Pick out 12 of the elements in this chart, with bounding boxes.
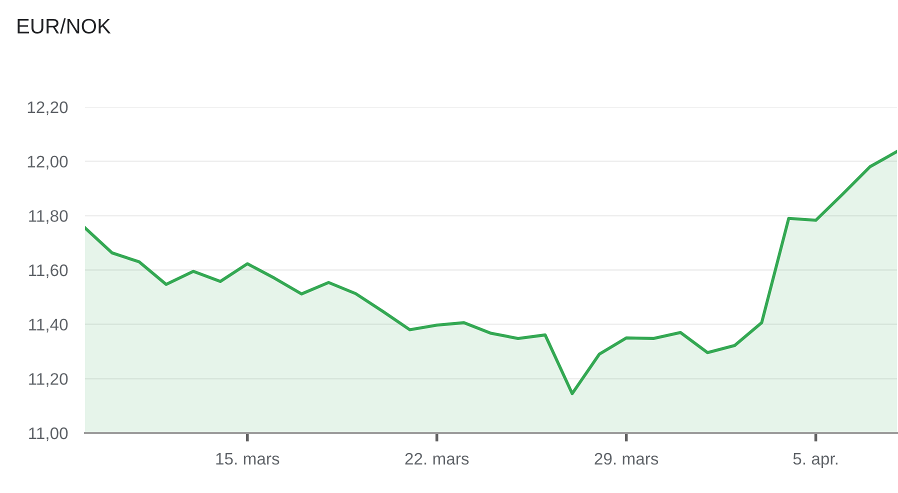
y-tick-label: 12,00 (28, 156, 68, 170)
y-tick-label: 11,80 (29, 210, 68, 224)
y-tick-label: 11,40 (29, 318, 68, 333)
y-tick-label: 11,20 (29, 373, 68, 387)
x-tick-label: 29. mars (594, 452, 658, 465)
y-tick-label: 12,20 (28, 101, 68, 116)
x-tick-label: 15. mars (216, 453, 280, 465)
y-tick-label: 11,60 (29, 264, 68, 278)
y-tick-label: 11,00 (29, 427, 68, 442)
chart-title: EUR/NOK (18, 18, 111, 34)
x-tick-label: 5. apr. (793, 453, 838, 468)
x-tick-label: 22. mars (405, 452, 469, 465)
